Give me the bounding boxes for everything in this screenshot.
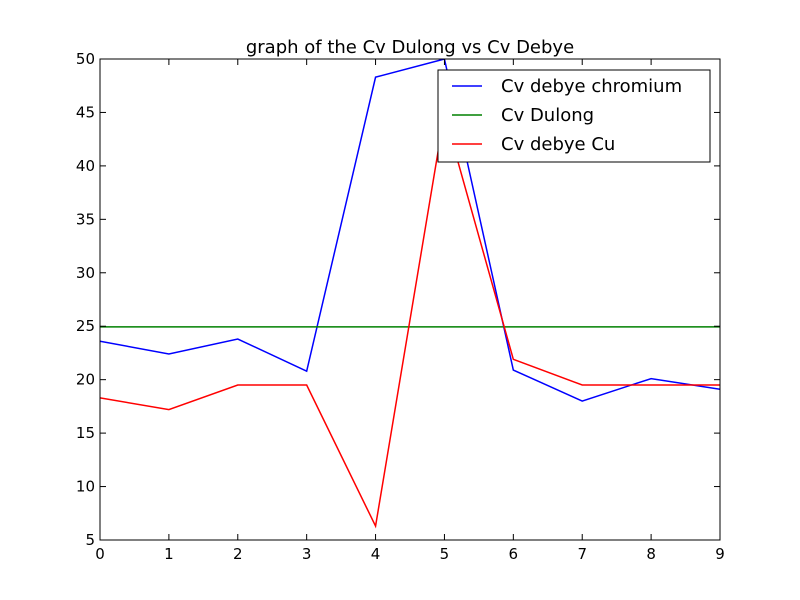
x-tick-label: 6 (509, 545, 519, 563)
legend-label: Cv debye chromium (501, 76, 682, 97)
series-line-cv-debye-chromium (100, 59, 720, 402)
x-tick-label: 2 (233, 545, 243, 563)
x-tick-label: 7 (577, 545, 587, 563)
legend-box (437, 69, 711, 163)
y-tick-label: 50 (76, 50, 95, 68)
x-tick-label: 3 (302, 545, 312, 563)
y-tick-label: 40 (76, 157, 95, 175)
y-tick-label: 15 (76, 424, 95, 442)
y-tick-label: 20 (76, 371, 95, 389)
y-tick-label: 5 (85, 531, 95, 549)
y-tick-label: 25 (76, 317, 95, 335)
x-tick-label: 8 (646, 545, 656, 563)
x-tick-label: 1 (164, 545, 174, 563)
x-tick-label: 9 (715, 545, 725, 563)
y-tick-label: 45 (76, 103, 95, 121)
legend: Cv debye chromium Cv Dulong Cv debye Cu (437, 69, 711, 163)
plot-frame (99, 58, 721, 541)
y-tick-label: 35 (76, 210, 95, 228)
x-tick-label: 0 (95, 545, 105, 563)
x-tick-label: 4 (371, 545, 381, 563)
legend-label: Cv debye Cu (501, 134, 615, 155)
series-layer (100, 59, 720, 529)
x-tick-label: 5 (440, 545, 450, 563)
chart-title: graph of the Cv Dulong vs Cv Debye (246, 37, 574, 58)
legend-label: Cv Dulong (501, 105, 594, 126)
series-line-cv-debye-cu (100, 113, 720, 529)
y-tick-label: 10 (76, 478, 95, 496)
y-tick-label: 30 (76, 264, 95, 282)
